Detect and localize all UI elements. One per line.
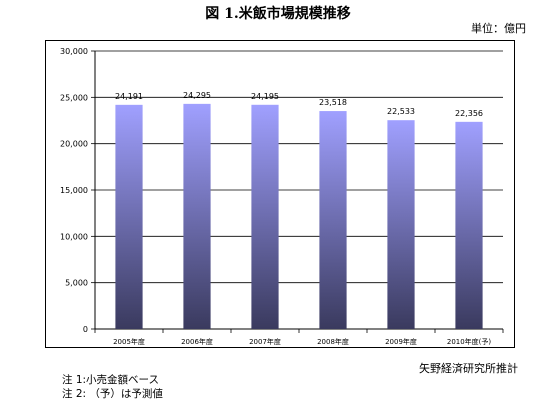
bar: [251, 104, 279, 329]
unit-label: 単位：億円: [471, 22, 526, 35]
data-label: 22,356: [455, 109, 483, 118]
data-label: 23,518: [319, 98, 347, 107]
x-tick-label: 2005年度: [113, 337, 145, 346]
data-label: 24,191: [115, 92, 143, 101]
x-tick-label: 2008年度: [317, 337, 349, 346]
y-tick-label: 15,000: [60, 186, 88, 195]
x-tick-label: 2006年度: [181, 337, 213, 346]
bar: [455, 121, 483, 329]
y-tick-label: 30,000: [60, 47, 88, 56]
bar: [387, 120, 415, 329]
data-label: 24,295: [183, 91, 211, 100]
chart-title: 図 1.米飯市場規模推移: [205, 6, 351, 22]
x-tick-label: 2009年度: [385, 337, 417, 346]
data-label: 24,195: [251, 92, 279, 101]
note-2: 注 2: （予）は予測値: [62, 388, 163, 400]
y-tick-label: 0: [83, 325, 88, 334]
bar: [183, 103, 211, 329]
bar: [115, 104, 143, 329]
source-label: 矢野経済研究所推計: [419, 362, 518, 375]
y-tick-label: 20,000: [60, 140, 88, 149]
chart-area: [45, 40, 515, 348]
y-tick-label: 25,000: [60, 93, 88, 102]
x-tick-label: 2010年度(予): [447, 337, 492, 346]
y-tick-label: 5,000: [65, 279, 88, 288]
x-tick-label: 2007年度: [249, 337, 281, 346]
bar: [319, 111, 347, 330]
note-1: 注 1:小売金額ベース: [62, 374, 160, 386]
data-label: 22,533: [387, 107, 415, 116]
y-tick-label: 10,000: [60, 232, 88, 241]
